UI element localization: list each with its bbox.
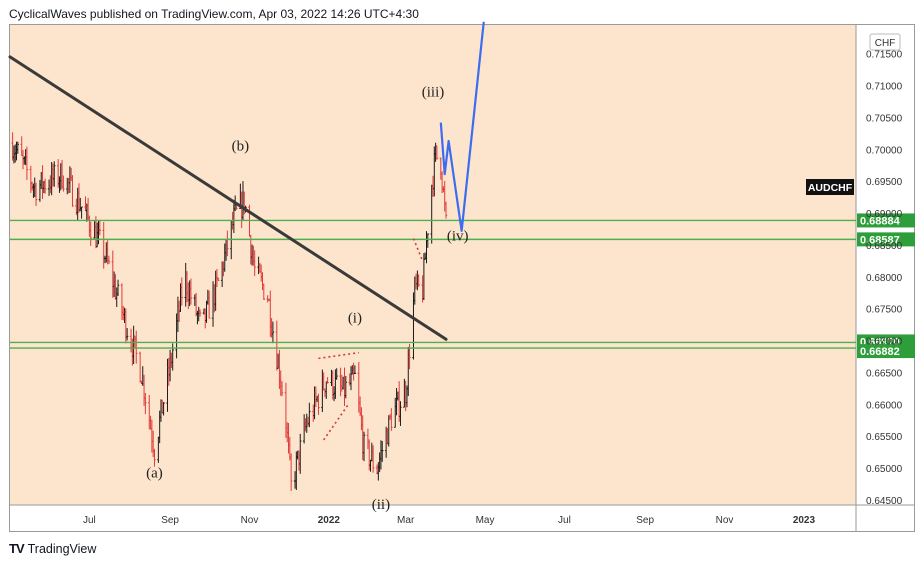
y-tick-label: 0.65000 xyxy=(866,464,903,475)
level-price-label: 0.68884 xyxy=(860,215,901,227)
symbol-label: AUDCHF xyxy=(808,182,853,194)
x-tick-label: Sep xyxy=(636,515,654,526)
dotted-wedge-line xyxy=(318,351,359,360)
footer: TV TradingView xyxy=(9,541,96,556)
candles xyxy=(11,132,448,491)
currency-label: CHF xyxy=(875,38,896,49)
tradingview-logo-icon[interactable]: TV xyxy=(9,541,25,556)
y-tick-label: 0.67000 xyxy=(866,337,903,348)
x-tick-label: Jul xyxy=(83,515,96,526)
level-price-label: 0.66882 xyxy=(860,346,900,358)
currency-badge xyxy=(869,33,901,51)
x-tick-label: Sep xyxy=(161,515,179,526)
wave-label: (ii) xyxy=(372,497,390,513)
x-tick-label: Nov xyxy=(241,515,259,526)
wave-label: (iv) xyxy=(447,228,469,244)
wave-label: (i) xyxy=(348,311,362,327)
downtrend-line xyxy=(8,55,448,341)
y-tick-label: 0.65500 xyxy=(866,432,903,443)
dotted-wedge-line xyxy=(323,403,350,441)
wave-label: (a) xyxy=(146,466,163,482)
x-tick-label: May xyxy=(476,515,495,526)
level-price-label-bg xyxy=(857,344,915,359)
x-tick-label: 2023 xyxy=(793,515,816,526)
level-price-label: 0.68587 xyxy=(860,234,900,246)
y-tick-label: 0.70000 xyxy=(866,145,903,156)
symbol-badge-bg xyxy=(806,179,854,195)
y-tick-label: 0.71000 xyxy=(866,82,903,93)
publisher-header: CyclicalWaves published on TradingView.c… xyxy=(9,7,419,21)
y-tick-label: 0.66000 xyxy=(866,400,903,411)
y-tick-label: 0.64500 xyxy=(866,496,903,507)
y-tick-label: 0.71500 xyxy=(866,50,903,61)
y-tick-label: 0.70500 xyxy=(866,113,903,124)
level-price-label-bg xyxy=(857,213,915,228)
x-tick-label: Mar xyxy=(397,515,415,526)
wave-projection-path xyxy=(439,21,485,232)
level-price-label-bg xyxy=(857,232,915,247)
chart-frame[interactable] xyxy=(9,24,915,532)
x-tick-label: Nov xyxy=(716,515,734,526)
y-tick-label: 0.69500 xyxy=(866,177,903,188)
dotted-wedge-line xyxy=(412,238,424,262)
y-tick-label: 0.67500 xyxy=(866,305,903,316)
wave-label: (b) xyxy=(232,139,250,155)
x-tick-label: 2022 xyxy=(318,515,341,526)
y-tick-label: 0.69000 xyxy=(866,209,903,220)
x-tick-label: Jul xyxy=(558,515,571,526)
y-tick-label: 0.66500 xyxy=(866,368,903,379)
wave-label: (iii) xyxy=(422,84,445,100)
y-tick-label: 0.68000 xyxy=(866,273,903,284)
y-tick-label: 0.68500 xyxy=(866,241,903,252)
footer-brand[interactable]: TradingView xyxy=(27,541,97,556)
